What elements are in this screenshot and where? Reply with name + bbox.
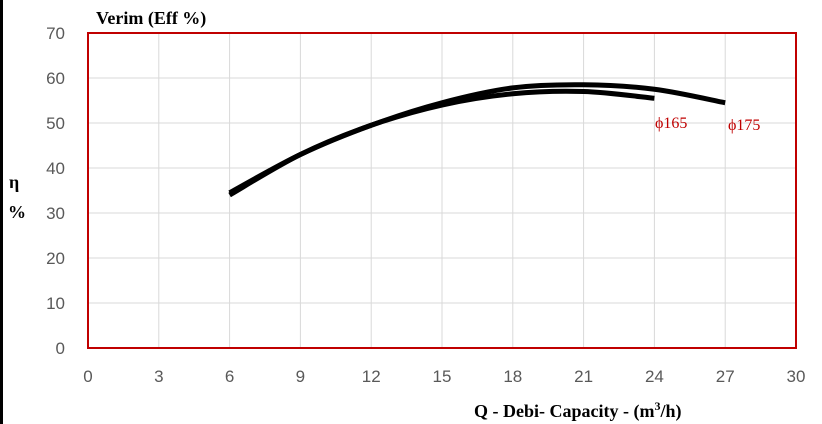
x-tick-label: 3 — [154, 367, 163, 386]
x-tick-label: 30 — [787, 367, 806, 386]
x-tick-label: 27 — [716, 367, 735, 386]
series-layer — [230, 85, 726, 195]
series-label-phi165: ϕ165 — [655, 115, 687, 132]
y-tick-label: 50 — [46, 114, 65, 133]
y-tick-label: 10 — [46, 294, 65, 313]
x-axis-label-suffix: /h) — [659, 401, 681, 422]
x-tick-label: 24 — [645, 367, 664, 386]
series-line-1 — [230, 85, 726, 193]
y-tick-label: 30 — [46, 204, 65, 223]
y-tick-label: 70 — [46, 24, 65, 43]
y-axis-label-eta: η — [9, 172, 19, 192]
y-tick-label: 0 — [56, 339, 65, 358]
x-tick-label: 6 — [225, 367, 234, 386]
x-axis-label: Q - Debi- Capacity - (m3/h) — [474, 399, 681, 422]
y-axis-label-percent: % — [8, 202, 26, 222]
y-tick-label: 20 — [46, 249, 65, 268]
grid-layer — [88, 33, 796, 348]
chart-title: Verim (Eff %) — [96, 8, 206, 29]
x-tick-label: 18 — [503, 367, 522, 386]
x-tick-label: 9 — [296, 367, 305, 386]
x-axis-label-prefix: Q - Debi- Capacity - (m — [474, 401, 654, 422]
y-tick-label: 40 — [46, 159, 65, 178]
x-tick-label: 0 — [83, 367, 92, 386]
y-tick-label: 60 — [46, 69, 65, 88]
x-tick-label: 15 — [433, 367, 452, 386]
x-tick-label: 21 — [574, 367, 593, 386]
series-label-phi175: ϕ175 — [728, 117, 760, 134]
x-tick-label: 12 — [362, 367, 381, 386]
